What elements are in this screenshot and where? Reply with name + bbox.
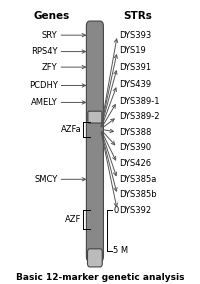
Text: AMELY: AMELY (31, 98, 57, 107)
Text: Genes: Genes (33, 11, 69, 20)
Text: DYS385b: DYS385b (119, 190, 156, 199)
Text: AZFa: AZFa (61, 125, 81, 134)
Text: DYS19: DYS19 (119, 47, 145, 55)
Text: PCDHY: PCDHY (28, 81, 57, 90)
Text: Basic 12-marker genetic analysis: Basic 12-marker genetic analysis (16, 273, 184, 282)
Text: STRs: STRs (122, 11, 151, 20)
Text: DYS439: DYS439 (119, 80, 151, 89)
Text: DYS393: DYS393 (119, 31, 151, 40)
Text: 0: 0 (113, 206, 118, 215)
Text: SMCY: SMCY (34, 175, 57, 184)
Text: DYS391: DYS391 (119, 62, 151, 72)
Text: AZF: AZF (65, 215, 81, 224)
Text: DYS389-1: DYS389-1 (119, 97, 159, 106)
FancyBboxPatch shape (87, 111, 101, 123)
FancyBboxPatch shape (86, 21, 103, 262)
Text: DYS388: DYS388 (119, 128, 151, 137)
Text: DYS426: DYS426 (119, 159, 151, 168)
Text: DYS392: DYS392 (119, 206, 151, 215)
Text: DYS389-2: DYS389-2 (119, 112, 159, 121)
Text: SRY: SRY (42, 31, 57, 40)
Text: RPS4Y: RPS4Y (31, 47, 57, 56)
Text: DYS390: DYS390 (119, 143, 151, 152)
Text: ZFY: ZFY (42, 62, 57, 72)
Text: DYS385a: DYS385a (119, 175, 156, 184)
FancyBboxPatch shape (87, 249, 102, 267)
Text: 5 M: 5 M (113, 246, 128, 255)
